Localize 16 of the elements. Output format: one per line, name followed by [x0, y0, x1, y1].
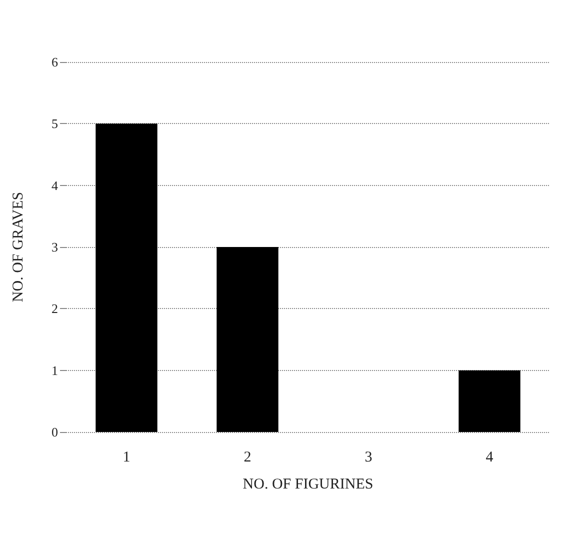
y-tick-label: 6: [52, 54, 58, 70]
bar: [96, 124, 158, 432]
y-axis-title: NO. OF GRAVES: [10, 192, 26, 302]
x-tick-label: 3: [364, 450, 372, 466]
y-tick-label: 0: [52, 424, 58, 440]
x-tick-label: 4: [486, 450, 494, 466]
bar: [458, 370, 520, 432]
y-tick-label: 5: [52, 116, 58, 132]
bar: [216, 247, 278, 432]
x-axis-title: NO. OF FIGURINES: [242, 476, 374, 492]
y-tick-label: 2: [52, 301, 58, 316]
y-tick-label: 3: [52, 240, 58, 254]
x-tick-label: 2: [244, 450, 252, 466]
x-tick-label: 1: [122, 450, 130, 466]
y-tick-label: 1: [52, 362, 58, 378]
y-tick-label: 4: [52, 178, 58, 193]
